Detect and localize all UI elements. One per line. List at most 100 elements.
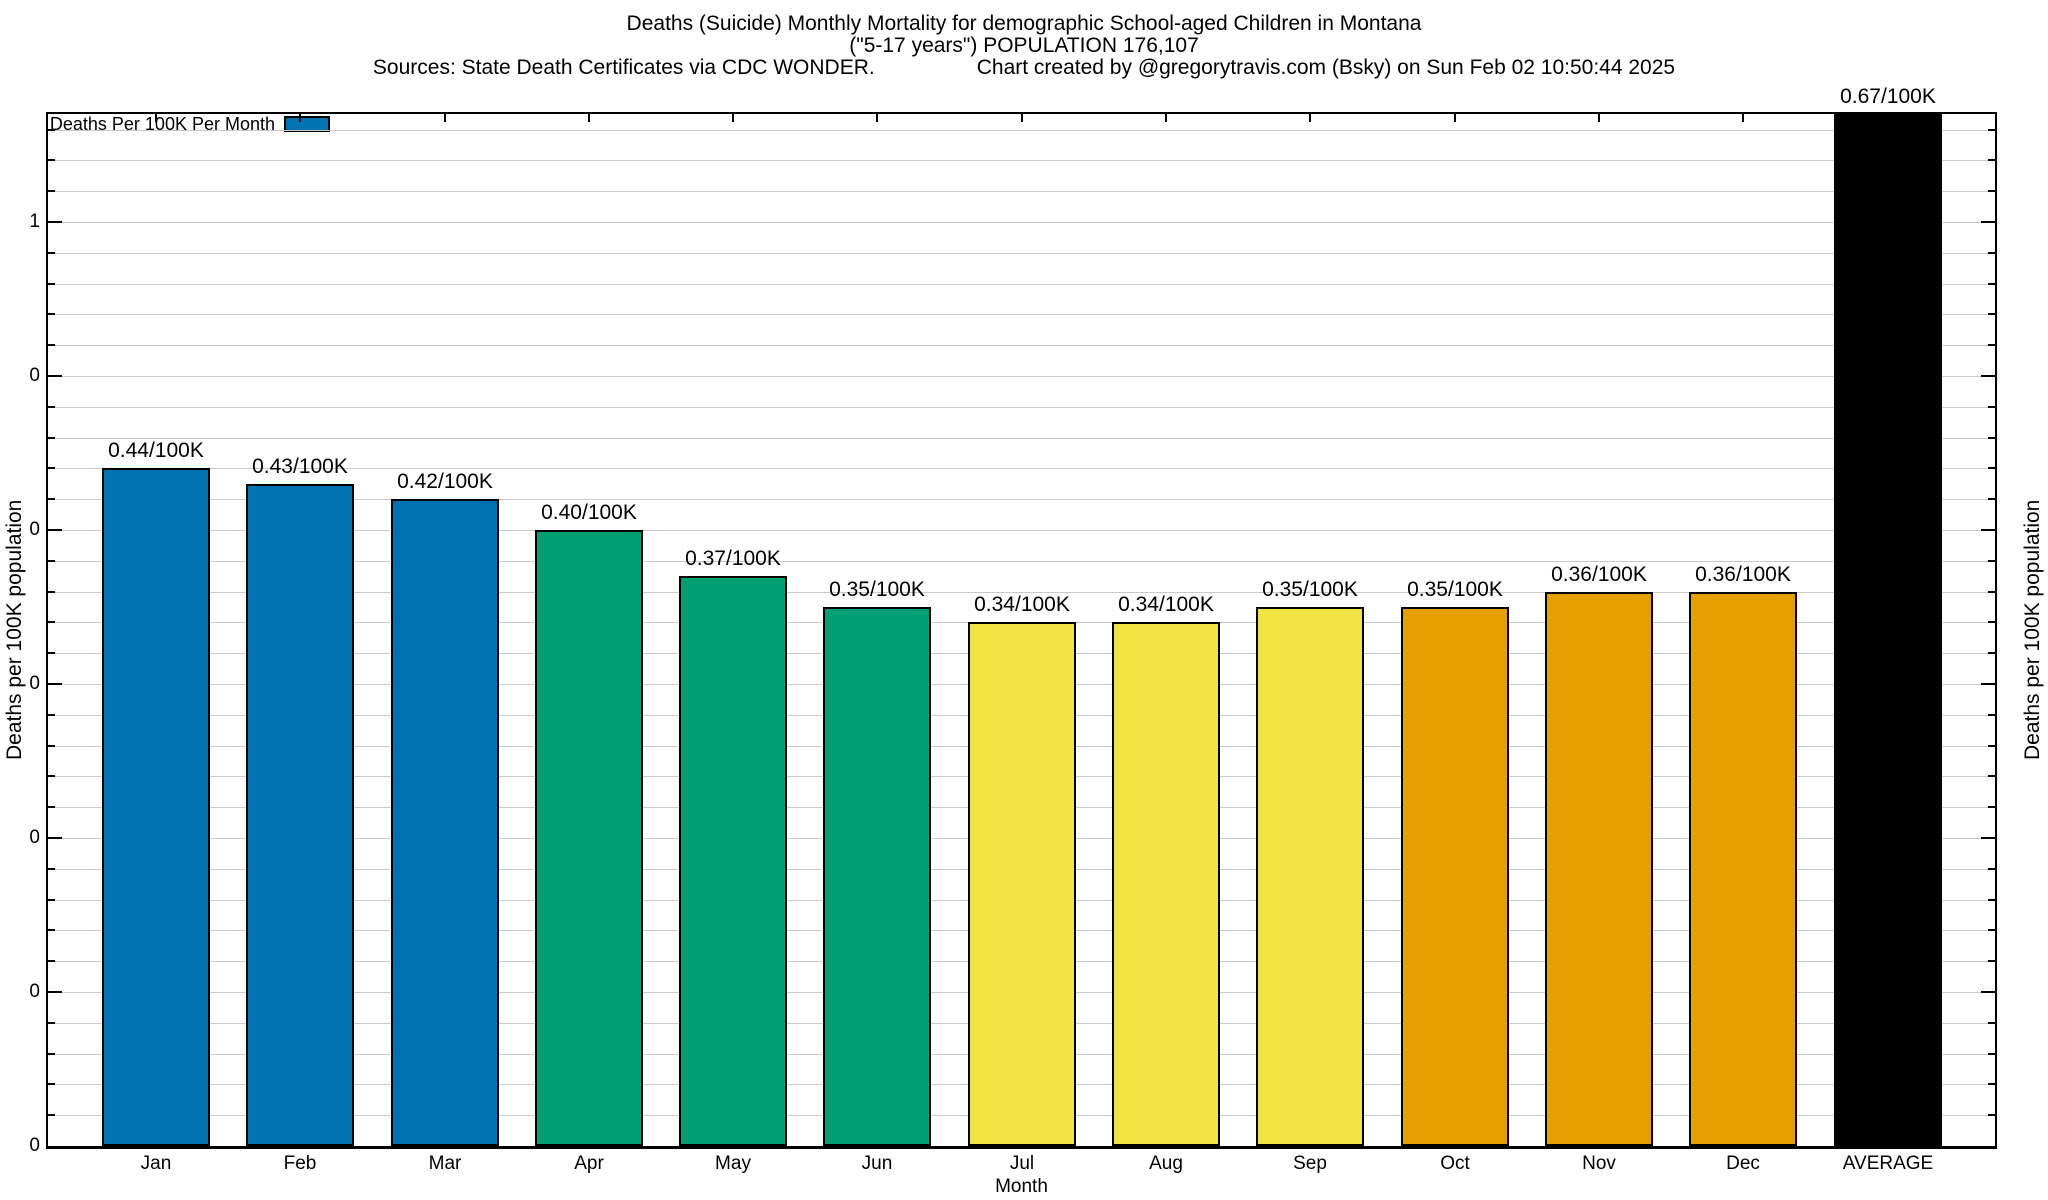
- x-top-tick: [444, 114, 446, 122]
- y-minor-tick: [48, 190, 55, 192]
- x-tick-label: May: [715, 1153, 751, 1174]
- y-minor-tick: [48, 1022, 55, 1024]
- bar-jun: [823, 607, 931, 1146]
- gridline: [48, 407, 1995, 408]
- gridline: [48, 314, 1995, 315]
- y-minor-tick: [48, 960, 55, 962]
- bar-value-label: 0.37/100K: [685, 547, 781, 570]
- y-minor-tick: [1988, 190, 1995, 192]
- source-note: Sources: State Death Certificates via CD…: [372, 56, 875, 79]
- gridline: [48, 376, 1995, 377]
- y-minor-tick: [48, 283, 55, 285]
- x-tick-label: Jan: [140, 1153, 172, 1174]
- bar-value-label: 0.42/100K: [397, 470, 493, 493]
- y-minor-tick: [48, 621, 55, 623]
- y-minor-tick: [1988, 498, 1995, 500]
- x-tick-label: Feb: [283, 1153, 317, 1174]
- axis-bottom: [46, 1146, 1997, 1149]
- y-minor-tick: [1988, 344, 1995, 346]
- y-minor-tick: [1988, 313, 1995, 315]
- bar-value-label: 0.36/100K: [1695, 563, 1791, 586]
- y-minor-tick: [1988, 714, 1995, 716]
- bar-sep: [1256, 607, 1364, 1146]
- x-top-tick: [588, 114, 590, 122]
- y-minor-tick: [48, 344, 55, 346]
- x-top-tick: [876, 114, 878, 122]
- x-top-tick: [1454, 114, 1456, 122]
- bar-nov: [1545, 592, 1653, 1146]
- legend: Deaths Per 100K Per Month: [48, 113, 330, 135]
- y-minor-tick: [48, 313, 55, 315]
- y-tick-label: 0: [29, 981, 40, 1002]
- bar-value-label: 0.67/100K: [1840, 85, 1936, 108]
- bar-value-label: 0.34/100K: [1118, 593, 1214, 616]
- chart-subtitle-row: Sources: State Death Certificates via CD…: [0, 57, 2048, 79]
- y-minor-tick: [1988, 621, 1995, 623]
- y-major-tick: [1981, 683, 1995, 685]
- y-minor-tick: [1988, 1083, 1995, 1085]
- y-major-tick: [48, 991, 62, 993]
- bar-value-label: 0.36/100K: [1551, 563, 1647, 586]
- bar-aug: [1112, 622, 1220, 1146]
- axis-left: [46, 112, 48, 1149]
- x-tick-label: Apr: [574, 1153, 604, 1174]
- chart-title-line2: ("5-17 years") POPULATION 176,107: [849, 34, 1199, 57]
- bar-dec: [1689, 592, 1797, 1146]
- y-minor-tick: [1988, 406, 1995, 408]
- bar-feb: [246, 484, 354, 1146]
- y-minor-tick: [1988, 806, 1995, 808]
- bar-value-label: 0.35/100K: [829, 578, 925, 601]
- bar-value-label: 0.43/100K: [252, 455, 348, 478]
- x-tick-label: AVERAGE: [1842, 1153, 1934, 1174]
- x-top-tick: [1021, 114, 1023, 122]
- y-minor-tick: [1988, 437, 1995, 439]
- x-top-tick: [1165, 114, 1167, 122]
- x-top-tick: [1742, 114, 1744, 122]
- y-minor-tick: [48, 929, 55, 931]
- gridline: [48, 438, 1995, 439]
- y-minor-tick: [48, 652, 55, 654]
- x-top-tick: [732, 114, 734, 122]
- y-minor-tick: [48, 745, 55, 747]
- y-minor-tick: [48, 775, 55, 777]
- y-minor-tick: [1988, 868, 1995, 870]
- y-minor-tick: [1988, 745, 1995, 747]
- bar-mar: [391, 499, 499, 1146]
- y-minor-tick: [48, 868, 55, 870]
- y-major-tick: [48, 683, 62, 685]
- x-top-tick: [299, 114, 301, 122]
- bar-jan: [102, 468, 210, 1146]
- x-tick-label: Jul: [1009, 1153, 1035, 1174]
- gridline: [48, 160, 1995, 161]
- y-minor-tick: [1988, 1053, 1995, 1055]
- legend-label: Deaths Per 100K Per Month: [49, 114, 275, 134]
- x-tick-label: Dec: [1726, 1153, 1760, 1174]
- gridline: [48, 530, 1995, 531]
- x-axis-title: Month: [995, 1176, 1048, 1197]
- y-minor-tick: [48, 498, 55, 500]
- y-minor-tick: [48, 1053, 55, 1055]
- y-major-tick: [1981, 375, 1995, 377]
- y-minor-tick: [1988, 467, 1995, 469]
- y-minor-tick: [48, 467, 55, 469]
- gridline: [48, 253, 1995, 254]
- chart-title-line1: Deaths (Suicide) Monthly Mortality for d…: [626, 12, 1422, 35]
- y-minor-tick: [48, 1083, 55, 1085]
- bar-value-label: 0.44/100K: [108, 439, 204, 462]
- y-axis-title-right: Deaths per 100K population: [2021, 499, 2044, 761]
- bar-apr: [535, 530, 643, 1146]
- bar-average: [1834, 114, 1942, 1146]
- y-minor-tick: [48, 899, 55, 901]
- y-minor-tick: [48, 591, 55, 593]
- y-minor-tick: [1988, 899, 1995, 901]
- y-tick-label: 0: [29, 365, 40, 386]
- y-minor-tick: [48, 437, 55, 439]
- bar-value-label: 0.34/100K: [974, 593, 1070, 616]
- y-minor-tick: [48, 159, 55, 161]
- y-minor-tick: [1988, 775, 1995, 777]
- bar-oct: [1401, 607, 1509, 1146]
- axis-right: [1995, 112, 1997, 1149]
- x-top-tick: [1309, 114, 1311, 122]
- bar-may: [679, 576, 787, 1146]
